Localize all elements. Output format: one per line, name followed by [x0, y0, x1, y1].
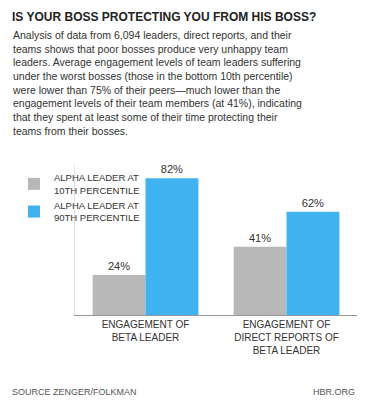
svg-text:HBR.ORG: HBR.ORG [313, 387, 355, 397]
svg-text:ALPHA LEADER AT10TH PERCENTILE: ALPHA LEADER AT10TH PERCENTILE [54, 172, 140, 195]
svg-text:41%: 41% [249, 232, 271, 244]
svg-text:IS YOUR BOSS PROTECTING YOU FR: IS YOUR BOSS PROTECTING YOU FROM HIS BOS… [12, 10, 316, 24]
svg-text:ALPHA LEADER AT90TH PERCENTILE: ALPHA LEADER AT90TH PERCENTILE [54, 200, 140, 223]
svg-text:SOURCE ZENGER/FOLKMAN: SOURCE ZENGER/FOLKMAN [12, 387, 137, 397]
svg-text:Analysis of data from 6,094 le: Analysis of data from 6,094 leaders, dir… [12, 29, 302, 137]
svg-text:24%: 24% [108, 260, 130, 272]
svg-text:82%: 82% [161, 163, 183, 175]
svg-text:62%: 62% [302, 197, 324, 209]
svg-text:ENGAGEMENT OFDIRECT REPORTS OF: ENGAGEMENT OFDIRECT REPORTS OFBETA LEADE… [234, 319, 339, 356]
svg-text:ENGAGEMENT OFBETA LEADER: ENGAGEMENT OFBETA LEADER [102, 319, 190, 343]
